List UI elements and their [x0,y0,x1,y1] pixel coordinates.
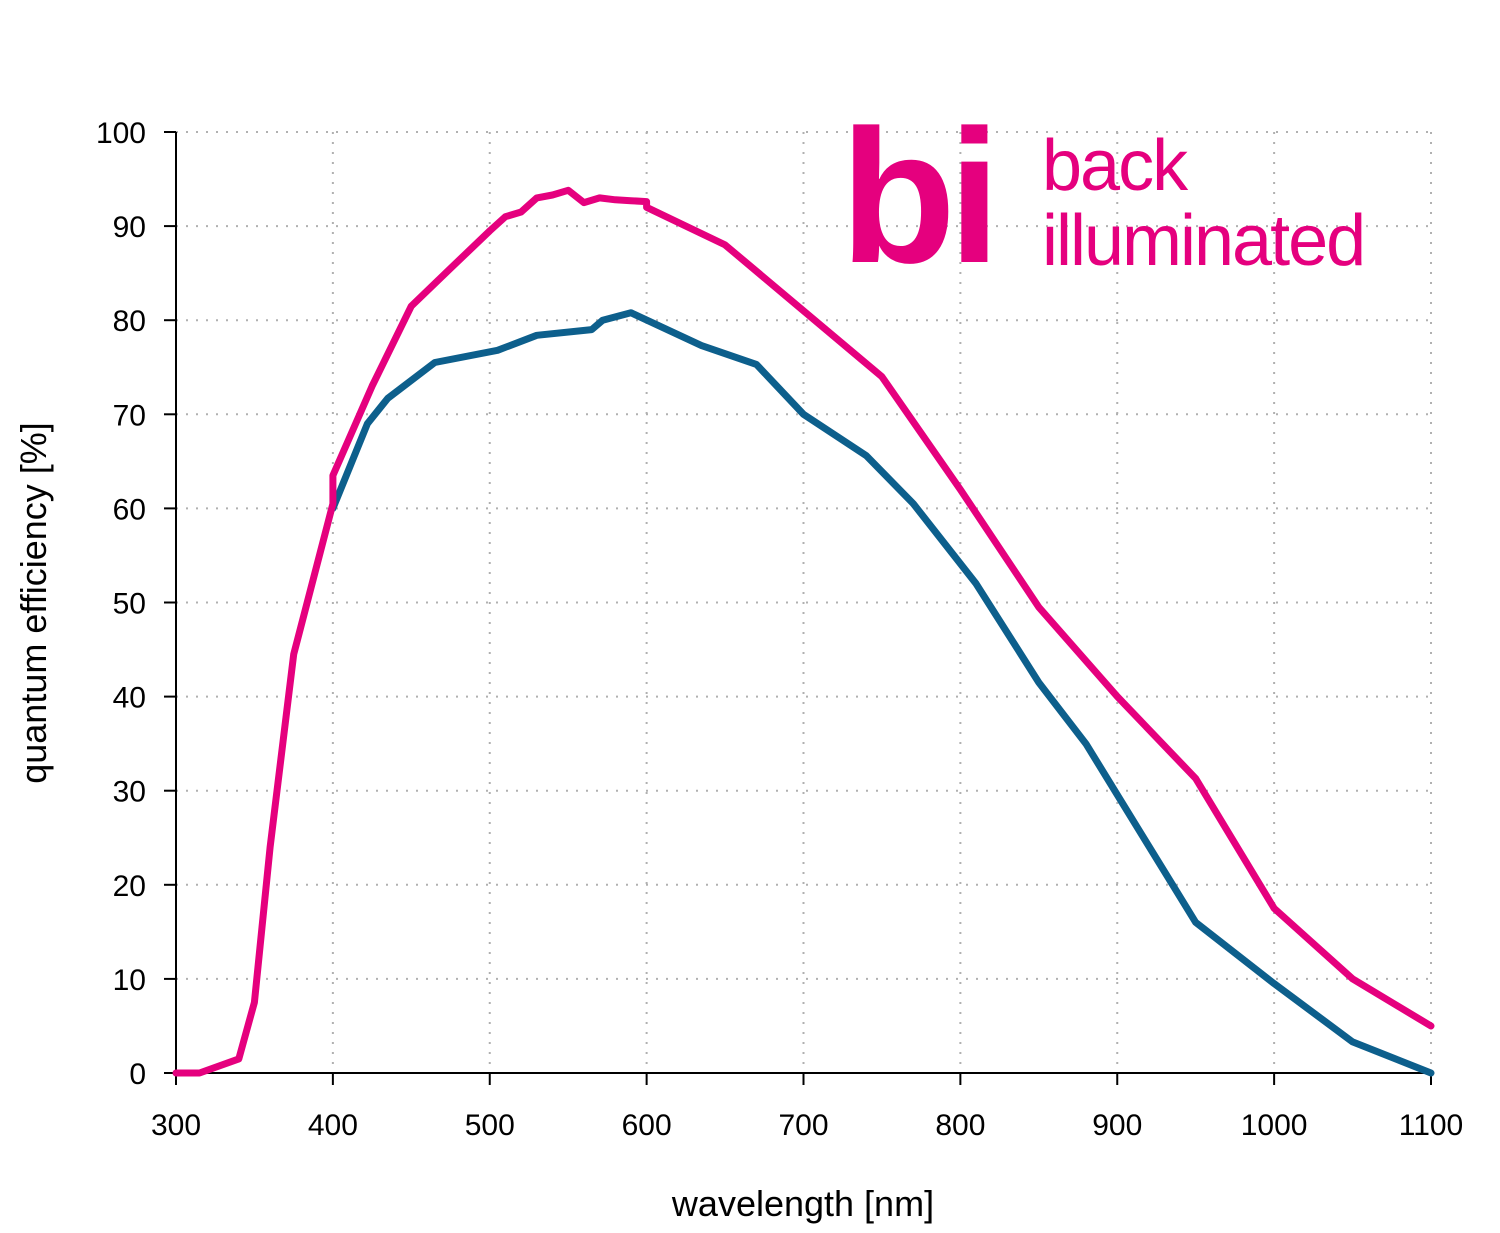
x-tick-label: 1000 [1241,1109,1308,1142]
x-tick-label: 1100 [1399,1109,1464,1142]
axes [164,131,1432,1085]
series-line-2 [329,309,1435,1077]
x-tick-label: 600 [622,1109,672,1142]
y-tick-label: 70 [113,399,146,432]
x-tick-label: 900 [1092,1109,1142,1142]
x-tick-label: 500 [465,1109,515,1142]
y-tick-label: 60 [113,493,146,526]
y-tick-label: 40 [113,682,146,715]
x-tick-label: 800 [935,1109,985,1142]
logo-line-back: back [1042,126,1189,206]
y-tick-label: 50 [113,588,146,621]
x-tick-label: 400 [308,1109,358,1142]
logo: bi back illuminated [840,91,1366,303]
series-lines [172,186,1435,1077]
grid [176,131,1432,1073]
y-tick-label: 100 [96,117,146,150]
y-tick-label: 10 [113,964,146,997]
logo-line-illuminated: illuminated [1042,201,1364,281]
y-axis-label: quantum efficiency [%] [13,422,54,784]
y-tick-label: 30 [113,776,146,809]
x-tick-label: 300 [151,1109,201,1142]
x-axis-label: wavelength [nm] [671,1183,934,1224]
x-tick-label: 700 [778,1109,828,1142]
tick-labels: 300 400 500 600 700 800 900 1000 1100 0 10 20 30 40 50… [96,117,1463,1142]
logo-mark: bi [840,91,993,303]
series-line-1 [172,186,1435,1077]
y-tick-label: 0 [129,1058,146,1091]
y-tick-label: 20 [113,870,146,903]
y-tick-label: 90 [113,211,146,244]
y-tick-label: 80 [113,305,146,338]
